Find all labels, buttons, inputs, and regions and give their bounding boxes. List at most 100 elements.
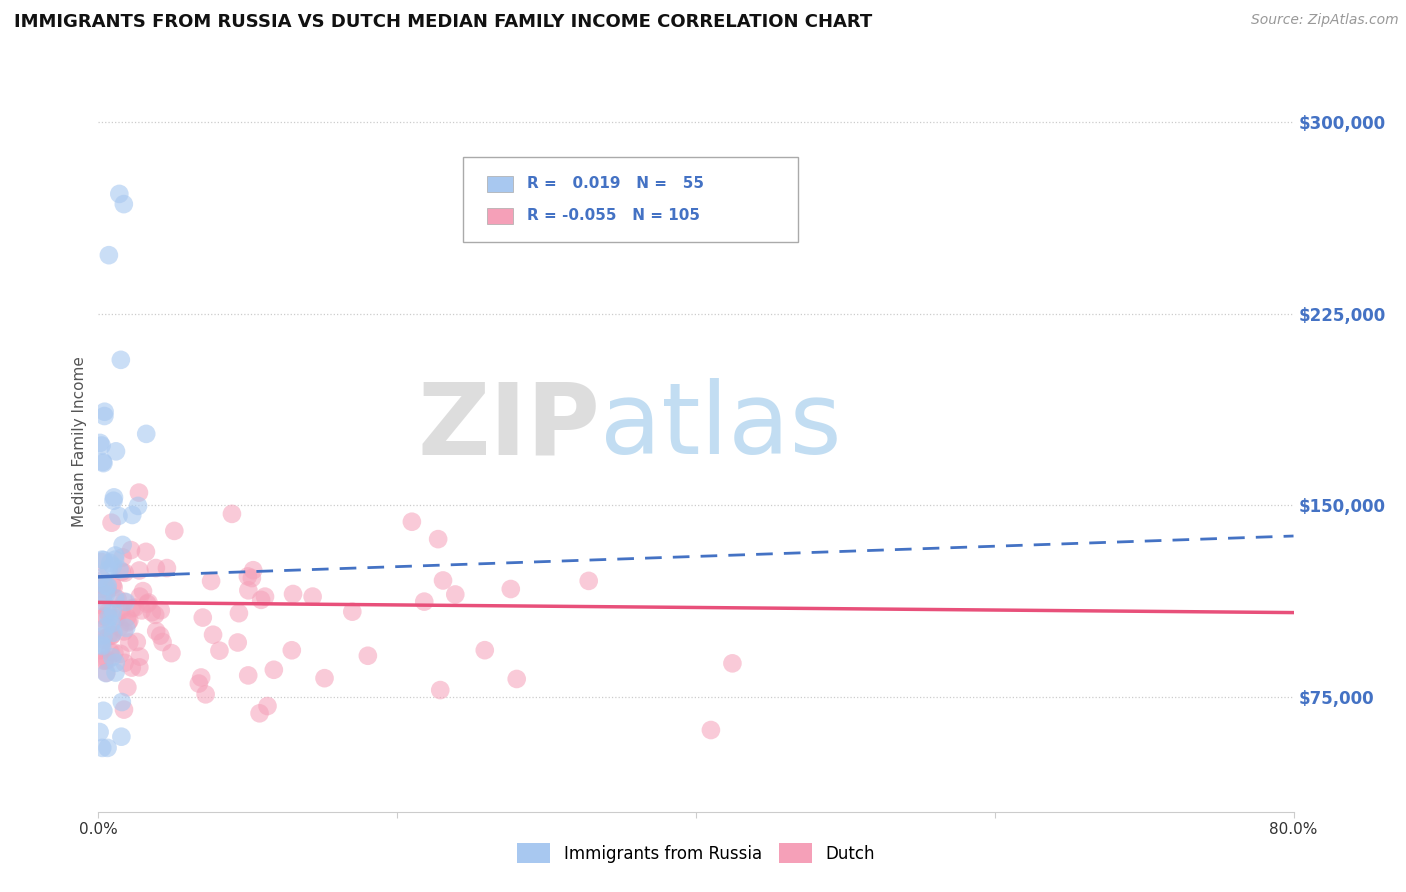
Dutch: [93, 632, 115, 647]
Legend: Immigrants from Russia, Dutch: Immigrants from Russia, Dutch: [510, 837, 882, 870]
Dutch: [97, 605, 120, 619]
Immigrants from Russia: [97, 579, 120, 593]
Dutch: [135, 545, 157, 559]
Dutch: [138, 595, 160, 609]
Dutch: [93, 654, 115, 668]
Dutch: [141, 605, 163, 619]
Dutch: [100, 629, 122, 643]
Immigrants from Russia: [90, 636, 112, 650]
Dutch: [474, 643, 496, 657]
Dutch: [90, 598, 112, 612]
Dutch: [432, 574, 454, 588]
Immigrants from Russia: [89, 725, 111, 739]
Dutch: [98, 645, 121, 659]
Dutch: [301, 590, 323, 604]
Immigrants from Russia: [114, 595, 136, 609]
Text: R = -0.055   N = 105: R = -0.055 N = 105: [527, 208, 700, 223]
Immigrants from Russia: [101, 559, 124, 574]
Dutch: [160, 646, 183, 660]
Dutch: [124, 600, 146, 615]
Immigrants from Russia: [100, 616, 122, 631]
Dutch: [121, 601, 143, 615]
Dutch: [117, 615, 139, 630]
Immigrants from Russia: [93, 409, 115, 423]
Dutch: [208, 643, 231, 657]
Immigrants from Russia: [110, 352, 132, 367]
Immigrants from Russia: [111, 538, 134, 552]
Immigrants from Russia: [93, 628, 115, 642]
Y-axis label: Median Family Income: Median Family Income: [72, 356, 87, 527]
Bar: [486, 208, 513, 224]
Dutch: [118, 614, 141, 628]
Immigrants from Russia: [108, 186, 131, 201]
Immigrants from Russia: [98, 556, 121, 570]
Immigrants from Russia: [108, 563, 131, 577]
Immigrants from Russia: [104, 552, 127, 566]
Text: R =   0.019   N =   55: R = 0.019 N = 55: [527, 177, 704, 192]
Immigrants from Russia: [112, 197, 135, 211]
Immigrants from Russia: [121, 508, 143, 522]
Dutch: [163, 524, 186, 538]
Dutch: [499, 582, 522, 596]
Immigrants from Russia: [101, 650, 124, 665]
Dutch: [128, 649, 150, 664]
Dutch: [93, 609, 115, 624]
FancyBboxPatch shape: [463, 156, 797, 242]
Text: IMMIGRANTS FROM RUSSIA VS DUTCH MEDIAN FAMILY INCOME CORRELATION CHART: IMMIGRANTS FROM RUSSIA VS DUTCH MEDIAN F…: [14, 13, 872, 31]
Dutch: [111, 550, 134, 565]
Dutch: [143, 607, 166, 622]
Immigrants from Russia: [91, 639, 114, 653]
Dutch: [96, 665, 118, 680]
Immigrants from Russia: [91, 455, 114, 469]
Dutch: [228, 606, 250, 620]
Dutch: [96, 653, 118, 667]
Bar: [486, 176, 513, 192]
Immigrants from Russia: [93, 553, 115, 567]
Dutch: [117, 681, 139, 695]
Dutch: [145, 624, 167, 639]
Dutch: [105, 611, 128, 625]
Dutch: [128, 660, 150, 674]
Dutch: [100, 516, 122, 530]
Immigrants from Russia: [93, 704, 115, 718]
Text: ZIP: ZIP: [418, 378, 600, 475]
Dutch: [238, 583, 260, 598]
Dutch: [281, 587, 304, 601]
Dutch: [90, 623, 112, 637]
Dutch: [314, 671, 336, 685]
Immigrants from Russia: [91, 740, 114, 755]
Dutch: [91, 573, 114, 587]
Immigrants from Russia: [104, 444, 127, 458]
Immigrants from Russia: [103, 625, 125, 640]
Dutch: [115, 610, 138, 624]
Immigrants from Russia: [104, 591, 127, 606]
Immigrants from Russia: [93, 405, 115, 419]
Dutch: [238, 668, 260, 682]
Dutch: [250, 592, 273, 607]
Dutch: [101, 578, 124, 592]
Dutch: [103, 646, 125, 660]
Immigrants from Russia: [110, 730, 132, 744]
Immigrants from Russia: [91, 552, 114, 566]
Dutch: [236, 569, 259, 583]
Dutch: [131, 603, 153, 617]
Dutch: [149, 629, 172, 643]
Dutch: [112, 624, 135, 639]
Dutch: [578, 574, 600, 588]
Immigrants from Russia: [94, 666, 117, 681]
Immigrants from Russia: [93, 595, 115, 609]
Dutch: [111, 565, 134, 579]
Dutch: [427, 532, 450, 546]
Dutch: [342, 605, 364, 619]
Dutch: [413, 594, 436, 608]
Dutch: [96, 583, 118, 598]
Immigrants from Russia: [111, 695, 134, 709]
Dutch: [401, 515, 423, 529]
Dutch: [357, 648, 380, 663]
Dutch: [253, 590, 276, 604]
Dutch: [108, 620, 131, 634]
Dutch: [145, 561, 167, 575]
Immigrants from Russia: [89, 571, 111, 585]
Text: atlas: atlas: [600, 378, 842, 475]
Dutch: [152, 635, 174, 649]
